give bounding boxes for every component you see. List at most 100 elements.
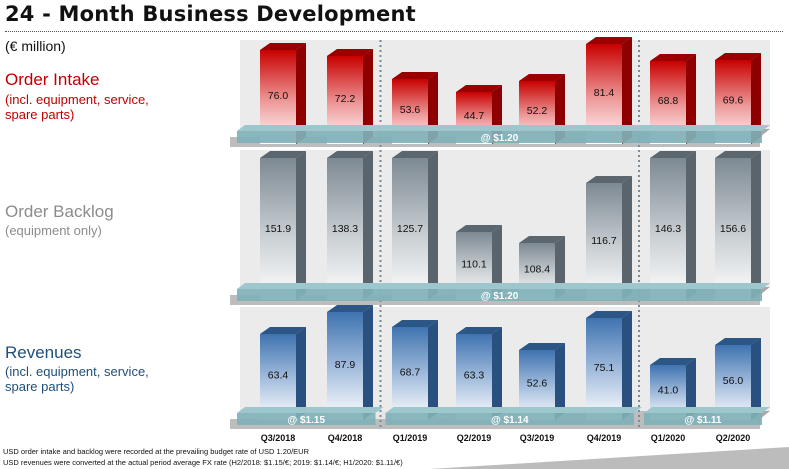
revenues-bar-top — [715, 338, 761, 345]
revenues-value-label: 63.4 — [268, 370, 289, 382]
revenues-fx-band-top — [644, 407, 770, 413]
order-backlog-bar-top — [456, 225, 502, 232]
order-intake-fx-band-label: @ $1.20 — [481, 133, 519, 144]
order-intake-bar-side — [363, 49, 373, 144]
revenues-fx-band-label: @ $1.11 — [684, 415, 721, 426]
order-intake-bar-side — [622, 37, 632, 144]
revenues-bar-side — [363, 305, 373, 420]
order-backlog-fx-band-top — [237, 283, 770, 289]
order-backlog-bar-top — [392, 151, 438, 158]
order-backlog-bar-side — [296, 151, 306, 300]
order-intake-bar-side — [751, 53, 761, 144]
revenues-bar-top — [456, 327, 502, 334]
order-backlog-bar-top — [586, 176, 632, 183]
order-backlog-heading: Order Backlog — [5, 202, 114, 221]
revenues-value-label: 41.0 — [658, 385, 679, 397]
footnote-revenues-fx: USD revenues were converted at the actua… — [3, 458, 403, 467]
order-backlog-value-label: 156.6 — [720, 223, 746, 235]
revenues-bar-side — [622, 311, 632, 420]
revenues-bar-top — [650, 358, 696, 365]
order-intake-bar-top — [327, 49, 373, 56]
order-backlog-bar-top — [715, 151, 761, 158]
order-intake-fx-band-top — [237, 125, 770, 131]
revenues-heading: Revenues — [5, 343, 82, 362]
x-tick-label: Q2/2019 — [457, 433, 492, 443]
revenues-bar-top — [327, 305, 373, 312]
order-backlog-bar-side — [622, 176, 632, 300]
x-tick-label: Q2/2020 — [716, 433, 751, 443]
order-intake-value-label: 52.2 — [527, 105, 548, 117]
order-intake-bar-top — [260, 43, 306, 50]
order-backlog-bar-top — [327, 151, 373, 158]
revenues-bar — [260, 334, 296, 420]
order-intake-value-label: 69.6 — [723, 95, 744, 107]
revenues-fx-band — [385, 413, 634, 425]
revenues-value-label: 68.7 — [400, 366, 421, 378]
title-divider — [5, 31, 783, 32]
revenues-fx-band — [237, 413, 376, 425]
x-tick-label: Q3/2018 — [261, 433, 296, 443]
order-intake-value-label: 68.8 — [658, 95, 679, 107]
revenues-bar — [327, 312, 363, 420]
x-tick-label: Q4/2018 — [328, 433, 363, 443]
floor-wedge — [430, 447, 789, 469]
revenues-fx-band-top — [237, 407, 384, 413]
revenues-bar — [392, 327, 428, 420]
order-backlog-bar-side — [363, 151, 373, 300]
page-title: 24 - Month Business Development — [5, 2, 416, 26]
order-intake-value-label: 72.2 — [335, 93, 356, 105]
order-intake-bar-side — [296, 43, 306, 144]
order-backlog-subheading: (equipment only) — [5, 223, 102, 238]
revenues-bar — [456, 334, 492, 420]
order-intake-fx-band — [237, 131, 762, 143]
order-backlog-fx-band-label: @ $1.20 — [481, 291, 519, 302]
revenues-value-label: 56.0 — [723, 375, 744, 387]
order-backlog-bar — [650, 158, 686, 300]
revenues-value-label: 75.1 — [594, 362, 615, 374]
order-backlog-bar-top — [650, 151, 696, 158]
order-backlog-bar — [586, 183, 622, 300]
revenues-value-label: 87.9 — [335, 359, 356, 371]
order-intake-bar-side — [686, 54, 696, 144]
order-backlog-bar — [392, 158, 428, 300]
order-backlog-bar — [715, 158, 751, 300]
order-intake-bar-top — [519, 74, 565, 81]
order-intake-bar-top — [650, 54, 696, 61]
order-intake-bar-top — [392, 72, 438, 79]
revenues-fx-band — [644, 413, 762, 425]
x-tick-label: Q4/2019 — [587, 433, 622, 443]
revenues-bar-top — [519, 343, 565, 350]
x-tick-label: Q1/2019 — [393, 433, 428, 443]
order-backlog-bar-top — [260, 151, 306, 158]
order-backlog-value-label: 116.7 — [591, 235, 617, 247]
order-intake-subheading: (incl. equipment, service, spare parts) — [5, 92, 149, 122]
order-backlog-bar-side — [751, 151, 761, 300]
revenues-value-label: 52.6 — [527, 377, 548, 389]
revenues-bar-side — [751, 338, 761, 420]
order-intake-value-label: 76.0 — [268, 90, 289, 102]
order-intake-value-label: 81.4 — [594, 87, 615, 99]
order-backlog-value-label: 151.9 — [265, 223, 291, 235]
order-intake-value-label: 44.7 — [464, 110, 485, 122]
order-backlog-bar-side — [428, 151, 438, 300]
revenues-bar-top — [260, 327, 306, 334]
order-backlog-value-label: 108.4 — [524, 264, 550, 276]
revenues-bar-side — [555, 343, 565, 420]
order-intake-bar-top — [715, 53, 761, 60]
order-backlog-bar — [260, 158, 296, 300]
x-tick-label: Q1/2020 — [651, 433, 686, 443]
revenues-bar-side — [492, 327, 502, 420]
order-intake-bar-top — [586, 37, 632, 44]
order-backlog-value-label: 146.3 — [655, 223, 681, 235]
order-backlog-bar — [327, 158, 363, 300]
revenues-bar-side — [428, 320, 438, 420]
order-backlog-bar-side — [492, 225, 502, 300]
order-intake-heading: Order Intake — [5, 70, 100, 89]
revenues-bar-side — [686, 358, 696, 420]
revenues-bar — [586, 318, 622, 420]
order-backlog-value-label: 110.1 — [461, 258, 487, 270]
revenues-fx-band-label: @ $1.15 — [287, 415, 325, 426]
unit-label: (€ million) — [5, 38, 66, 54]
revenues-bar-top — [586, 311, 632, 318]
